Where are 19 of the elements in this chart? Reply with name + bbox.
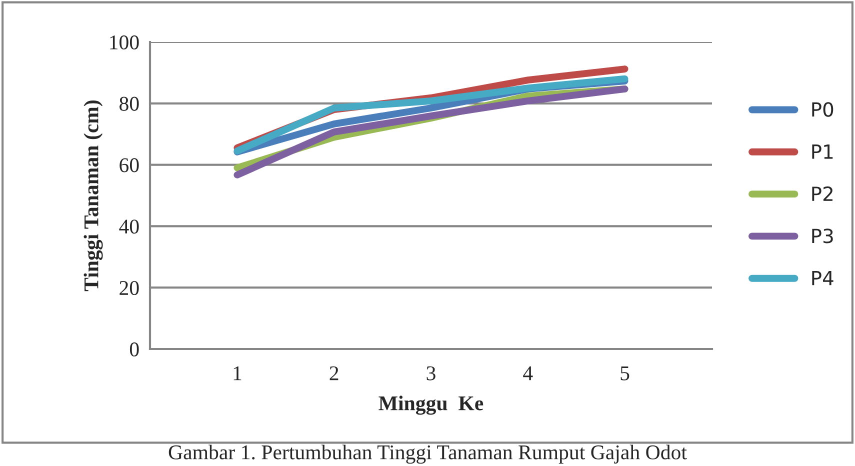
- legend-label: P4: [812, 270, 834, 286]
- legend-label: P3: [812, 228, 833, 244]
- x-tick-label: 5: [620, 366, 630, 380]
- legend-label: P2: [812, 186, 832, 201]
- y-tick-label: 80: [120, 96, 139, 111]
- x-tick-label: 3: [426, 366, 436, 380]
- legend-label: P0: [812, 102, 834, 117]
- y-tick-label: 20: [120, 280, 139, 296]
- x-tick-label: 1: [234, 366, 242, 380]
- x-tick-label: 2: [330, 366, 338, 380]
- y-tick-label: 0: [130, 342, 139, 356]
- x-axis-title: Minggu Ke: [378, 396, 484, 415]
- x-tick-label: 4: [523, 366, 533, 380]
- y-axis-title: Tinggi Tanaman (cm): [84, 100, 103, 292]
- text: Gambar 1. Pertumbuhan Tinggi Tanaman Rumput Gajah Odot: [168, 444, 687, 464]
- y-tick-label: 40: [119, 220, 139, 234]
- y-tick-label: 100: [110, 35, 139, 50]
- legend-label: P1: [812, 144, 833, 159]
- y-tick-label: 60: [120, 158, 139, 172]
